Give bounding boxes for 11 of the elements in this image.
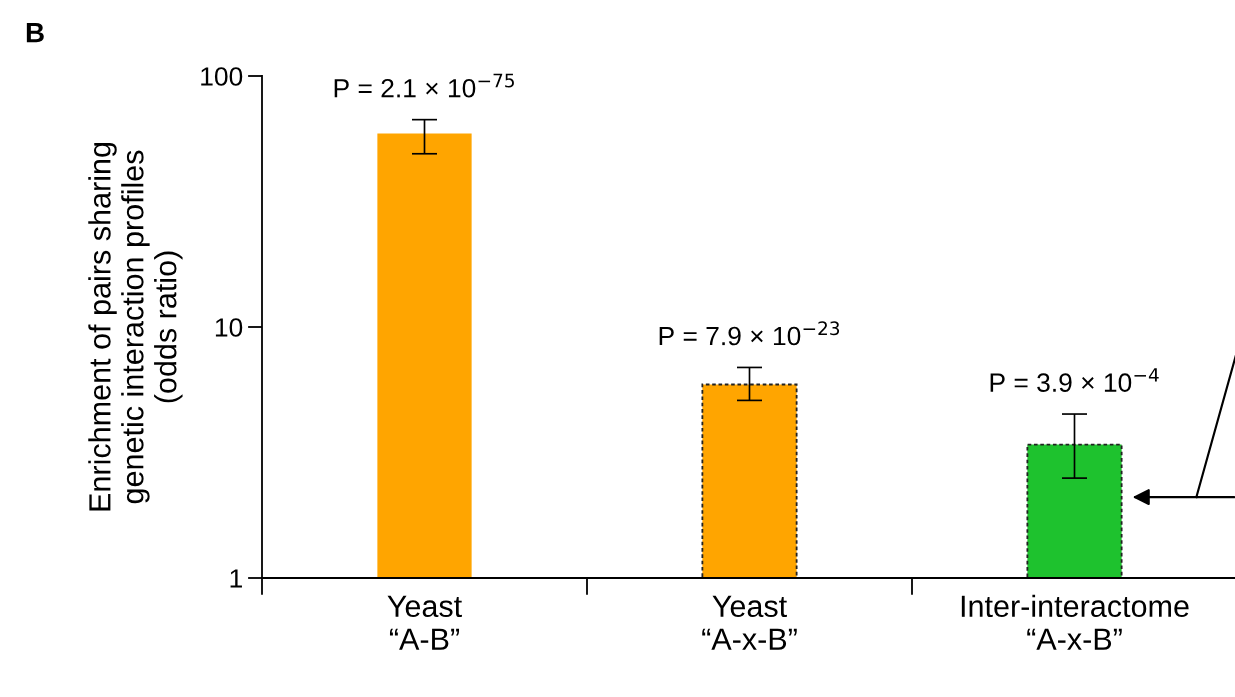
text: B	[26, 23, 44, 43]
annotation: P = 2.1 × 10$^{−75}$	[334, 73, 514, 98]
x-tick-label: Inter-interactome “A-x-B”	[961, 594, 1189, 650]
y-axis-title: Enrichment of pairs sharing genetic interaction profiles (odds ratio)	[88, 142, 183, 511]
y-tick-label: 1	[230, 569, 242, 588]
x-tick-label: Yeast “A-B”	[387, 595, 462, 650]
annotation: P = 7.9 × 10$^{−23}$	[659, 321, 840, 346]
y-tick-label: 10	[215, 318, 243, 337]
x-tick-label: Yeast “A-x-B”	[702, 595, 797, 650]
y-tick-label: 100	[201, 67, 243, 86]
annotation: P = 3.9 × 10$^{−4}$	[990, 368, 1159, 392]
